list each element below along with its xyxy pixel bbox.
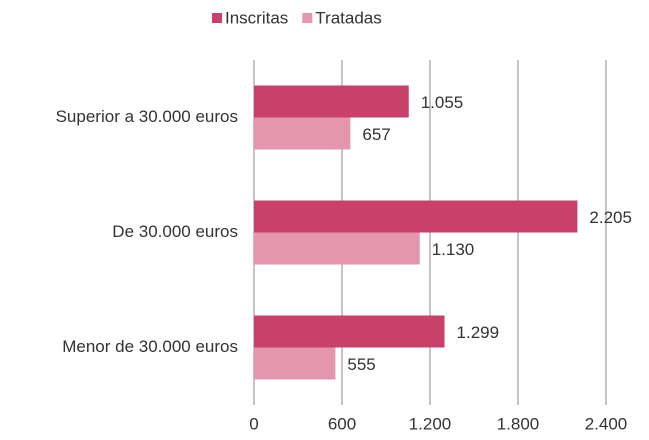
x-tick-label: 0 xyxy=(249,414,258,433)
bar xyxy=(254,347,336,380)
bar xyxy=(254,232,420,265)
y-tick-label: Superior a 30.000 euros xyxy=(56,107,238,126)
value-label: 555 xyxy=(347,355,375,374)
legend-label: Tratadas xyxy=(315,8,381,27)
legend-swatch xyxy=(212,13,222,23)
x-tick-label: 1.200 xyxy=(409,414,452,433)
x-tick-label: 1.800 xyxy=(497,414,540,433)
bar xyxy=(254,85,409,118)
bar xyxy=(254,315,445,348)
x-tick-label: 2.400 xyxy=(585,414,628,433)
value-label: 657 xyxy=(362,125,390,144)
bar xyxy=(254,117,351,150)
y-tick-label: De 30.000 euros xyxy=(112,222,238,241)
x-tick-label: 600 xyxy=(328,414,356,433)
legend-swatch xyxy=(302,13,313,23)
value-label: 1.299 xyxy=(457,323,500,342)
y-tick-label: Menor de 30.000 euros xyxy=(62,337,238,356)
legend-label: Inscritas xyxy=(225,8,288,27)
bar xyxy=(254,200,578,233)
value-label: 1.130 xyxy=(432,240,475,259)
value-label: 1.055 xyxy=(421,93,464,112)
value-label: 2.205 xyxy=(589,208,632,227)
